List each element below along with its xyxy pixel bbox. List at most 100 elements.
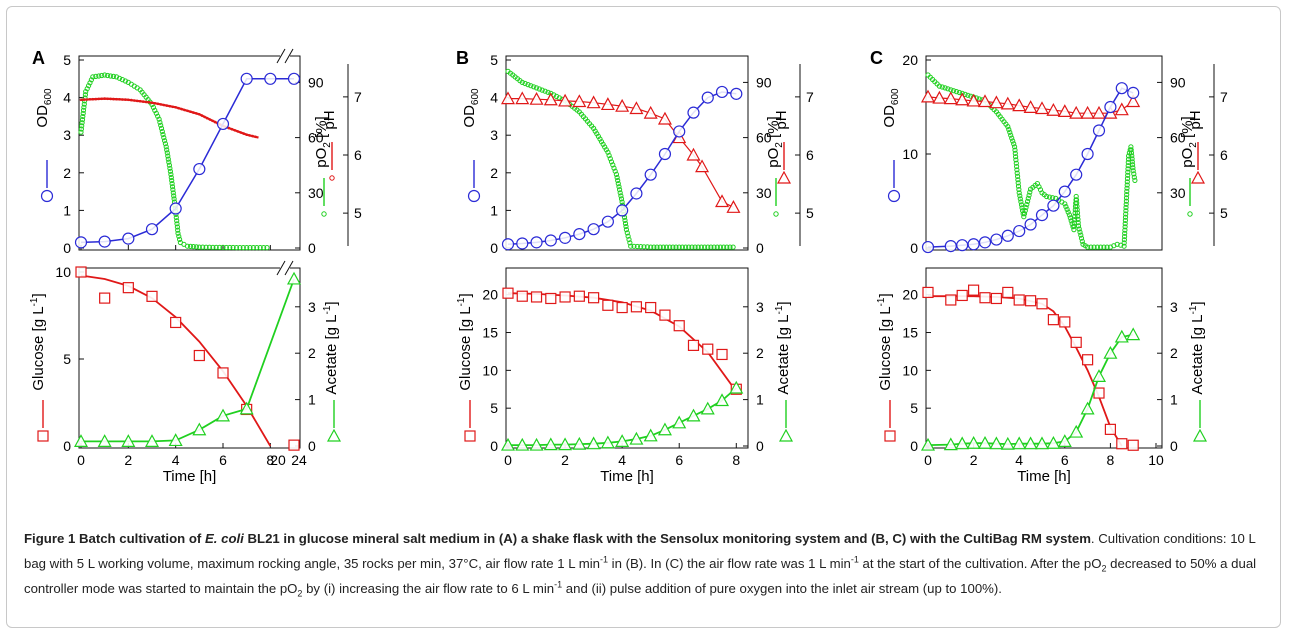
ph-point [254, 135, 257, 139]
panel-label: B [456, 48, 469, 68]
po2-point [1075, 220, 1081, 226]
glucose-marker [170, 316, 182, 329]
glucose-marker [659, 309, 671, 321]
po2-point [169, 184, 176, 190]
acetate-marker [1000, 436, 1015, 450]
glucose-marker [559, 291, 571, 303]
po2-point [116, 75, 123, 81]
ph-marker [715, 194, 730, 208]
x-tick-label: 6 [675, 452, 683, 468]
po2-point [175, 230, 181, 236]
od-marker [193, 162, 206, 176]
glucose-marker [146, 290, 158, 302]
acetate-axis-title-part: Acetate [g L [1189, 315, 1206, 395]
po2-point [1075, 213, 1081, 219]
po2-point [542, 88, 548, 94]
ph-point [180, 107, 183, 111]
po2-point [1122, 227, 1128, 233]
po2-point [667, 244, 673, 250]
acetate-marker [1126, 327, 1141, 341]
ph-point [144, 100, 148, 104]
ph-marker [586, 95, 601, 109]
po2-point [953, 89, 960, 95]
od-marker [558, 231, 572, 244]
x-tick-label: 8 [732, 452, 740, 468]
ph-point [85, 98, 89, 101]
ph-marker [1091, 105, 1107, 119]
glucose-tick-label: 0 [910, 438, 918, 454]
po2-axis-title: pO2 [%] [765, 116, 785, 167]
po2-point [153, 110, 159, 116]
glucose-tick-label: 0 [490, 438, 498, 454]
ph-point [205, 116, 209, 120]
od-axis-title-part: OD [461, 105, 478, 128]
po2-point [616, 184, 622, 190]
ph-point [233, 129, 237, 132]
po2-point [1124, 179, 1130, 185]
panel-label: C [870, 48, 883, 68]
po2-point [84, 86, 90, 92]
bottom-frame [505, 267, 749, 449]
acetate-marker [1046, 435, 1061, 449]
legend-marker-square [37, 430, 49, 442]
ph-marker [1057, 104, 1072, 118]
glucose-marker [1093, 387, 1105, 399]
x-axis-title: Time [h] [1017, 468, 1071, 485]
acetate-marker [615, 434, 630, 447]
od-marker [601, 215, 614, 228]
acetate-marker [239, 401, 254, 415]
legend-marker-dot [321, 211, 327, 217]
po2-point [165, 156, 171, 162]
po2-point [1005, 124, 1011, 130]
po2-point [81, 104, 87, 110]
po2-point [531, 84, 537, 90]
po2-point [631, 243, 637, 249]
po2-point [171, 196, 177, 202]
acetate-marker [989, 436, 1004, 450]
x-tick-label: 10 [1148, 452, 1164, 468]
po2-point [90, 74, 96, 80]
legend-marker-dot [329, 175, 335, 181]
po2-point [597, 136, 603, 142]
glucose-marker [502, 287, 514, 299]
po2-point [1128, 150, 1135, 156]
od-tick-label: 3 [63, 127, 71, 143]
glucose-axis-title: Glucose [g L-1] [29, 293, 47, 390]
po2-point [936, 83, 943, 89]
ph-point [242, 132, 245, 135]
ph-tick-label: 5 [1220, 205, 1228, 221]
po2-axis-title: pO2 [%] [313, 116, 333, 167]
po2-point [244, 245, 250, 251]
po2-axis-title-part: pO [1179, 148, 1196, 168]
ph-marker [966, 93, 981, 107]
ph-marker [1126, 94, 1141, 108]
po2-point [1128, 144, 1134, 150]
po2-point [1088, 244, 1094, 250]
po2-point [164, 150, 170, 156]
caption-species: E. coli [204, 531, 244, 546]
po2-tick-label: 60 [756, 130, 772, 146]
acetate-line [81, 278, 295, 443]
x-tick-label: 2 [124, 452, 132, 468]
po2-point [1122, 230, 1128, 236]
ph-marker [1012, 98, 1027, 112]
acetate-marker [1012, 436, 1027, 450]
po2-point [627, 240, 633, 246]
po2-point [1131, 174, 1137, 180]
od-axis-title: OD600 [461, 88, 481, 128]
po2-point [157, 119, 163, 125]
po2-point [708, 244, 714, 250]
ph-marker [1000, 96, 1015, 110]
po2-point [1094, 244, 1101, 250]
od-marker [544, 234, 557, 247]
po2-point [1024, 201, 1030, 208]
po2-point [1078, 235, 1085, 241]
ph-point [248, 134, 251, 137]
po2-point [724, 244, 730, 250]
po2-point [167, 168, 173, 174]
po2-point [170, 187, 176, 193]
po2-point [641, 244, 647, 250]
po2-point [1074, 210, 1081, 216]
caption-sup-1: -1 [600, 554, 609, 565]
